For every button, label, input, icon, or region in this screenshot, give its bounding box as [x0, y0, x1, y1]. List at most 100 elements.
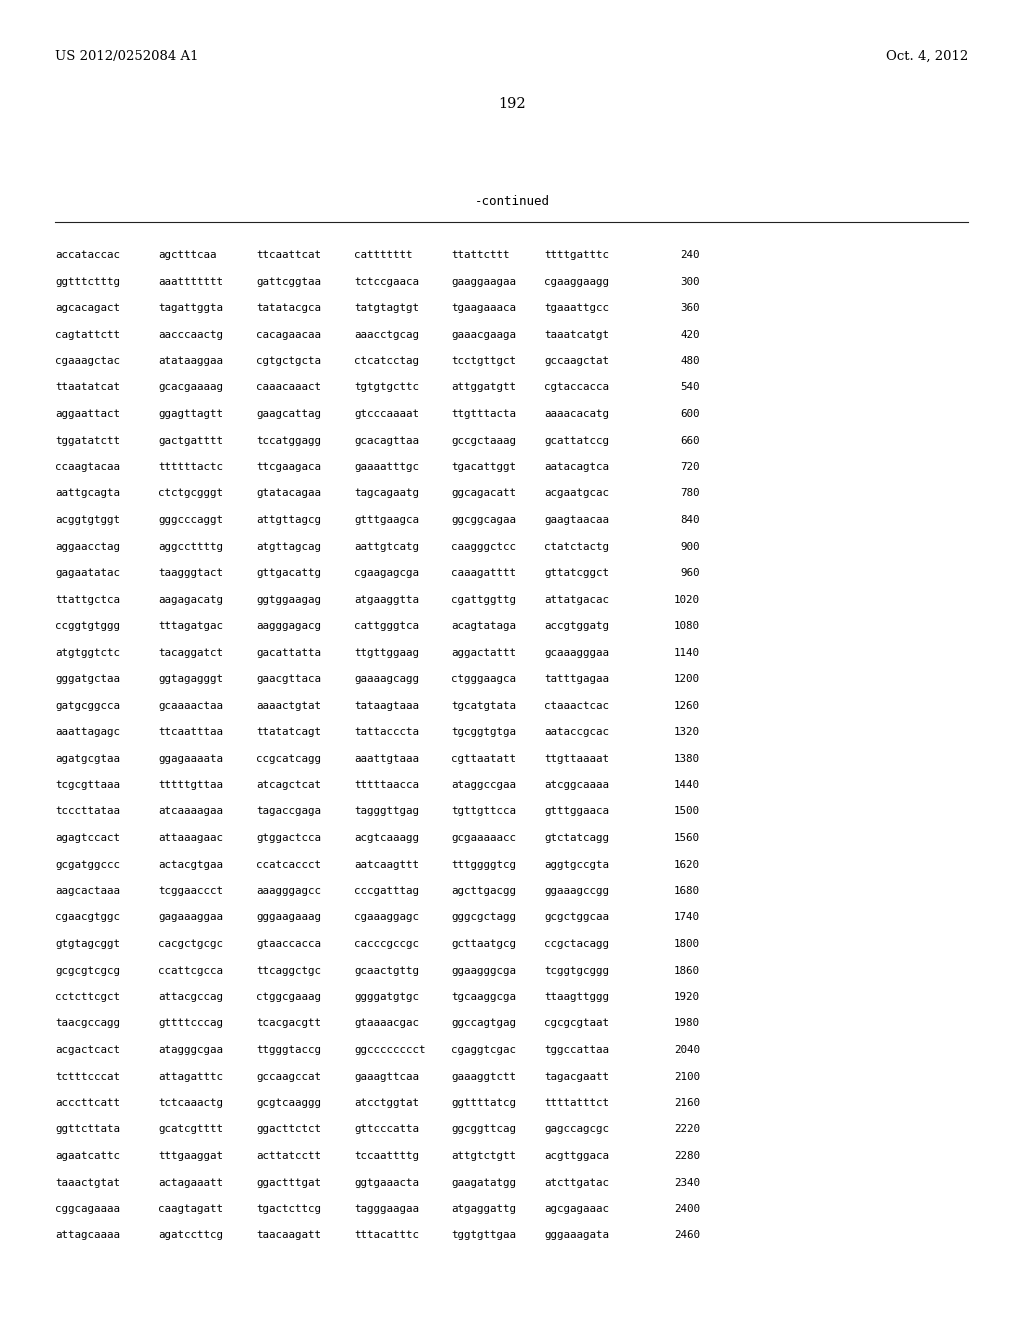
Text: tgacattggt: tgacattggt: [451, 462, 516, 473]
Text: agcacagact: agcacagact: [55, 304, 120, 313]
Text: ttttgatttc: ttttgatttc: [544, 249, 609, 260]
Text: aaagggagcc: aaagggagcc: [256, 886, 321, 896]
Text: ggtgaaacta: ggtgaaacta: [354, 1177, 419, 1188]
Text: atgttagcag: atgttagcag: [256, 541, 321, 552]
Text: taacaagatt: taacaagatt: [256, 1230, 321, 1241]
Text: taaactgtat: taaactgtat: [55, 1177, 120, 1188]
Text: tggccattaa: tggccattaa: [544, 1045, 609, 1055]
Text: ttgttggaag: ttgttggaag: [354, 648, 419, 657]
Text: tatgtagtgt: tatgtagtgt: [354, 304, 419, 313]
Text: acggtgtggt: acggtgtggt: [55, 515, 120, 525]
Text: 360: 360: [681, 304, 700, 313]
Text: ttattcttt: ttattcttt: [451, 249, 510, 260]
Text: aaattttttt: aaattttttt: [158, 276, 223, 286]
Text: US 2012/0252084 A1: US 2012/0252084 A1: [55, 50, 199, 63]
Text: acgactcact: acgactcact: [55, 1045, 120, 1055]
Text: caaacaaact: caaacaaact: [256, 383, 321, 392]
Text: ttgggtaccg: ttgggtaccg: [256, 1045, 321, 1055]
Text: 1500: 1500: [674, 807, 700, 817]
Text: ggcccccccct: ggcccccccct: [354, 1045, 426, 1055]
Text: tcctgttgct: tcctgttgct: [451, 356, 516, 366]
Text: ttgttaaaat: ttgttaaaat: [544, 754, 609, 763]
Text: gtggactcca: gtggactcca: [256, 833, 321, 843]
Text: ggcagacatt: ggcagacatt: [451, 488, 516, 499]
Text: 1140: 1140: [674, 648, 700, 657]
Text: attagcaaaa: attagcaaaa: [55, 1230, 120, 1241]
Text: tgttgttcca: tgttgttcca: [451, 807, 516, 817]
Text: tagggaagaa: tagggaagaa: [354, 1204, 419, 1214]
Text: acgaatgcac: acgaatgcac: [544, 488, 609, 499]
Text: gttatcggct: gttatcggct: [544, 568, 609, 578]
Text: attggatgtt: attggatgtt: [451, 383, 516, 392]
Text: tgaaattgcc: tgaaattgcc: [544, 304, 609, 313]
Text: gcacagttaa: gcacagttaa: [354, 436, 419, 446]
Text: aggtgccgta: aggtgccgta: [544, 859, 609, 870]
Text: ggttcttata: ggttcttata: [55, 1125, 120, 1134]
Text: cagtattctt: cagtattctt: [55, 330, 120, 339]
Text: agagtccact: agagtccact: [55, 833, 120, 843]
Text: cgcgcgtaat: cgcgcgtaat: [544, 1019, 609, 1028]
Text: gagccagcgc: gagccagcgc: [544, 1125, 609, 1134]
Text: actacgtgaa: actacgtgaa: [158, 859, 223, 870]
Text: ccattcgcca: ccattcgcca: [158, 965, 223, 975]
Text: tattacccta: tattacccta: [354, 727, 419, 737]
Text: tagaccgaga: tagaccgaga: [256, 807, 321, 817]
Text: 192: 192: [499, 96, 525, 111]
Text: gattcggtaa: gattcggtaa: [256, 276, 321, 286]
Text: ggttttatcg: ggttttatcg: [451, 1098, 516, 1107]
Text: gcgtcaaggg: gcgtcaaggg: [256, 1098, 321, 1107]
Text: caagggctcc: caagggctcc: [451, 541, 516, 552]
Text: gatgcggcca: gatgcggcca: [55, 701, 120, 710]
Text: gaagatatgg: gaagatatgg: [451, 1177, 516, 1188]
Text: tcacgacgtt: tcacgacgtt: [256, 1019, 321, 1028]
Text: gcaaaactaa: gcaaaactaa: [158, 701, 223, 710]
Text: tctccgaaca: tctccgaaca: [354, 276, 419, 286]
Text: ccgcatcagg: ccgcatcagg: [256, 754, 321, 763]
Text: cggcagaaaa: cggcagaaaa: [55, 1204, 120, 1214]
Text: ttgtttacta: ttgtttacta: [451, 409, 516, 418]
Text: gaagtaacaa: gaagtaacaa: [544, 515, 609, 525]
Text: ttcaggctgc: ttcaggctgc: [256, 965, 321, 975]
Text: tagcagaatg: tagcagaatg: [354, 488, 419, 499]
Text: aagggagacg: aagggagacg: [256, 620, 321, 631]
Text: ggcggttcag: ggcggttcag: [451, 1125, 516, 1134]
Text: atcggcaaaa: atcggcaaaa: [544, 780, 609, 789]
Text: gcaactgttg: gcaactgttg: [354, 965, 419, 975]
Text: ttattgctca: ttattgctca: [55, 594, 120, 605]
Text: acgtcaaagg: acgtcaaagg: [354, 833, 419, 843]
Text: ggagttagtt: ggagttagtt: [158, 409, 223, 418]
Text: cgaaagctac: cgaaagctac: [55, 356, 120, 366]
Text: tacaggatct: tacaggatct: [158, 648, 223, 657]
Text: gccaagccat: gccaagccat: [256, 1072, 321, 1081]
Text: aaattagagc: aaattagagc: [55, 727, 120, 737]
Text: actagaaatt: actagaaatt: [158, 1177, 223, 1188]
Text: ataggccgaa: ataggccgaa: [451, 780, 516, 789]
Text: 1560: 1560: [674, 833, 700, 843]
Text: tttacatttc: tttacatttc: [354, 1230, 419, 1241]
Text: ctgggaagca: ctgggaagca: [451, 675, 516, 684]
Text: aattgcagta: aattgcagta: [55, 488, 120, 499]
Text: tttggggtcg: tttggggtcg: [451, 859, 516, 870]
Text: tgactcttcg: tgactcttcg: [256, 1204, 321, 1214]
Text: aacccaactg: aacccaactg: [158, 330, 223, 339]
Text: agaatcattc: agaatcattc: [55, 1151, 120, 1162]
Text: tccatggagg: tccatggagg: [256, 436, 321, 446]
Text: ttaagttggg: ttaagttggg: [544, 993, 609, 1002]
Text: 2220: 2220: [674, 1125, 700, 1134]
Text: cattgggtca: cattgggtca: [354, 620, 419, 631]
Text: taacgccagg: taacgccagg: [55, 1019, 120, 1028]
Text: gtaaaacgac: gtaaaacgac: [354, 1019, 419, 1028]
Text: caagtagatt: caagtagatt: [158, 1204, 223, 1214]
Text: aaaacacatg: aaaacacatg: [544, 409, 609, 418]
Text: -continued: -continued: [474, 195, 550, 209]
Text: gcgcgtcgcg: gcgcgtcgcg: [55, 965, 120, 975]
Text: ttttatttct: ttttatttct: [544, 1098, 609, 1107]
Text: cgaaaggagc: cgaaaggagc: [354, 912, 419, 923]
Text: gggaagaaag: gggaagaaag: [256, 912, 321, 923]
Text: gaaaatttgc: gaaaatttgc: [354, 462, 419, 473]
Text: 540: 540: [681, 383, 700, 392]
Text: gggcccaggt: gggcccaggt: [158, 515, 223, 525]
Text: 1020: 1020: [674, 594, 700, 605]
Text: 1200: 1200: [674, 675, 700, 684]
Text: 1440: 1440: [674, 780, 700, 789]
